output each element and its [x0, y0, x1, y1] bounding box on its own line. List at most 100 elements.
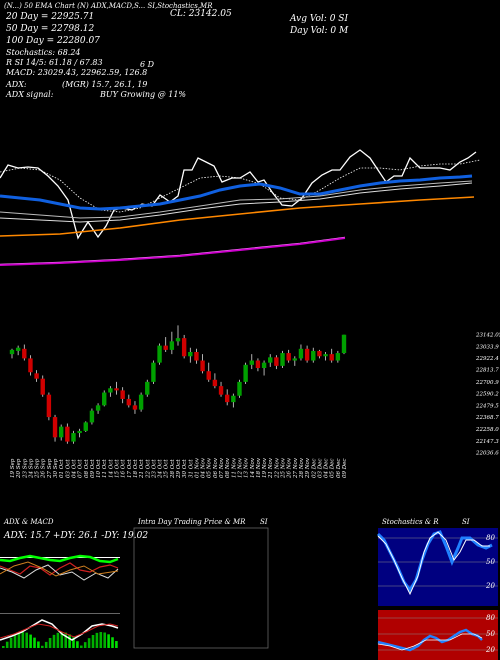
stoch-d-line	[377, 531, 490, 596]
x-tick-label: 08 Nov	[225, 457, 231, 478]
candle-body	[138, 394, 144, 410]
adx-green-line	[0, 554, 119, 564]
x-tick-label: 25 Sep	[35, 458, 41, 479]
adx-panel-values: ADX: 15.7 +DY: 26.1 -DY: 19.02	[4, 531, 149, 541]
candle-body	[329, 354, 334, 361]
x-tick-label: 27 Nov	[293, 457, 299, 479]
candle-body	[200, 360, 205, 372]
y-tick-label: 22147.3	[475, 439, 499, 445]
intraday-title: Intra Day Trading Price & MR	[138, 518, 246, 526]
macd-bar	[111, 637, 114, 648]
candle-body	[255, 360, 261, 368]
macd-bar	[64, 632, 67, 648]
mgr-label: (MGR) 15.7, 26.1, 19	[62, 80, 148, 89]
x-tick-label: 13 Nov	[244, 457, 250, 478]
macd-bar	[83, 642, 87, 648]
y-tick-label: 23142.05	[475, 333, 500, 339]
candle-body	[268, 357, 273, 363]
rsi-signal-line	[377, 633, 483, 651]
candle-body	[34, 373, 39, 379]
ema50-label: 50 Day = 22798.12	[6, 24, 95, 34]
x-tick-label: 05 Nov	[207, 457, 213, 478]
x-tick-label: 15 Oct	[115, 459, 121, 478]
x-tick-label: 21 Nov	[268, 457, 274, 479]
candlestick-chart	[9, 325, 347, 444]
x-tick-label: 14 Nov	[250, 457, 256, 478]
x-tick-label: 06 Nov	[213, 457, 219, 478]
x-tick-label: 19 Sep	[10, 458, 16, 478]
candle-body	[280, 353, 285, 366]
x-tick-label: 11 Oct	[102, 459, 108, 478]
x-tick-label: 22 Oct	[145, 459, 151, 479]
candle-body	[317, 350, 322, 357]
macd-bar	[52, 634, 56, 648]
ema100-label: 100 Day = 22280.07	[6, 36, 100, 46]
stochastics-panel	[376, 528, 498, 606]
ema50b-line	[0, 182, 473, 223]
candle-body	[212, 379, 218, 387]
x-axis: 19 Sep 20 Sep 23 Sep 24 Sep 25 Sep 26 Sep 27 S…	[10, 457, 348, 479]
candle-body	[206, 371, 211, 380]
x-tick-label: 09 Oct	[90, 459, 96, 478]
macd-bar	[107, 634, 110, 648]
macd-bar	[103, 632, 106, 648]
macd-bar	[72, 637, 75, 648]
macd-bar	[91, 634, 95, 648]
candle-body	[175, 338, 181, 342]
stoch-si: SI	[462, 518, 470, 526]
y-tick-label: 22368.7	[475, 415, 499, 421]
x-tick-label: 07 Nov	[219, 457, 225, 478]
candle-body	[169, 341, 175, 350]
x-tick-label: 30 Sep	[53, 458, 59, 478]
candle-body	[298, 348, 304, 359]
adx-panel-title: ADX & MACD	[4, 518, 54, 526]
ema200-line	[0, 196, 475, 237]
x-tick-label: 08 Oct	[84, 459, 90, 478]
candle-body	[15, 347, 21, 351]
stoch-tick-20: 20	[486, 582, 495, 590]
x-tick-label: 25 Nov	[281, 457, 287, 479]
rsi-tick-20: 20	[486, 646, 495, 654]
stoch-label: Stochastics: 68.24	[6, 48, 81, 57]
x-tick-label: 18 Oct	[133, 459, 139, 478]
avg-vol: Avg Vol: 0 SI	[290, 14, 349, 24]
x-tick-label: 01 Nov	[194, 457, 200, 478]
macd-bar	[68, 634, 71, 648]
x-tick-label: 03 Oct	[65, 459, 71, 478]
y-tick-label: 22813.7	[475, 368, 499, 374]
candle-body	[145, 381, 150, 395]
x-tick-label: 27 Sep	[47, 458, 53, 479]
candle-body	[151, 362, 156, 382]
candle-body	[311, 350, 316, 361]
intraday-panel	[133, 527, 269, 649]
x-tick-label: 30 Oct	[182, 459, 188, 478]
candle-body	[163, 345, 168, 350]
candle-body	[243, 364, 248, 382]
stoch-tick-80: 80	[486, 534, 495, 542]
candle-body	[114, 388, 119, 391]
x-tick-label: 04 Dec	[324, 459, 330, 479]
x-tick-label: 14 Oct	[108, 459, 114, 478]
adx-red-line	[0, 562, 119, 576]
candle-body	[9, 349, 15, 355]
x-tick-label: 11 Nov	[231, 457, 237, 478]
candle-body	[102, 392, 107, 406]
x-tick-label: 02 Dec	[311, 459, 317, 479]
macd-bar	[13, 634, 17, 648]
y-tick-label: 22036.6	[475, 451, 499, 457]
x-tick-label: 26 Sep	[41, 458, 47, 479]
macd-bar	[37, 641, 40, 648]
x-tick-label: 17 Oct	[127, 459, 133, 478]
y-tick-label: 22590.2	[475, 392, 499, 398]
ema100-line	[0, 237, 346, 266]
x-tick-label: 07 Oct	[78, 459, 84, 478]
candle-body	[181, 338, 187, 357]
x-tick-label: 04 Oct	[71, 459, 77, 478]
candle-body	[292, 358, 298, 361]
candle-body	[304, 348, 310, 361]
macd-bar	[48, 637, 52, 648]
intraday-si: SI	[260, 518, 268, 526]
adx-panel	[0, 554, 120, 581]
day-vol: Day Vol: 0 M	[290, 26, 349, 36]
macd-bar	[2, 646, 5, 648]
